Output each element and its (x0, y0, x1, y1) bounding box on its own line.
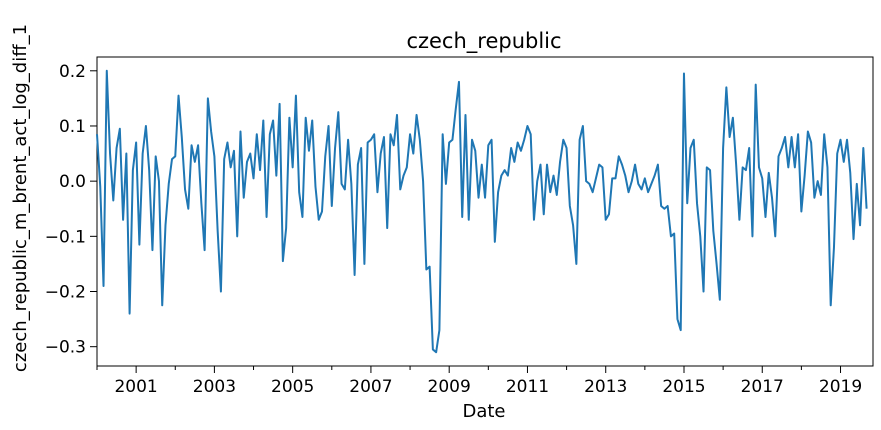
y-axis: −0.3 −0.2 −0.1 0.0 0.1 0.2 (45, 62, 97, 358)
x-tick-label: 2009 (428, 377, 471, 397)
chart-title: czech_republic (406, 29, 561, 54)
plot-area (96, 56, 874, 367)
y-tick-label: −0.3 (45, 338, 86, 358)
y-tick-label: −0.1 (45, 227, 86, 247)
series-line (96, 69, 868, 354)
x-tick-label: 2015 (662, 377, 705, 397)
y-tick-label: 0.1 (59, 117, 86, 137)
x-tick-label: 2001 (114, 377, 157, 397)
x-axis-label: Date (462, 401, 505, 422)
x-tick-label: 2017 (741, 377, 784, 397)
x-tick-label: 2003 (193, 377, 236, 397)
x-tick-label: 2011 (506, 377, 549, 397)
x-tick-label: 2005 (271, 377, 314, 397)
y-tick-label: −0.2 (45, 283, 86, 303)
y-axis-label: czech_republic_m_brent_act_log_diff_1 (10, 24, 31, 372)
x-tick-label: 2007 (349, 377, 392, 397)
plot-frame (96, 56, 874, 367)
x-tick-label: 2013 (584, 377, 627, 397)
x-axis: 2001 2003 2005 2007 2009 2011 2013 2015 2017 2019 (96, 366, 862, 397)
x-tick-label: 2019 (819, 377, 862, 397)
y-tick-label: 0.0 (59, 172, 86, 192)
y-tick-label: 0.2 (59, 62, 86, 82)
